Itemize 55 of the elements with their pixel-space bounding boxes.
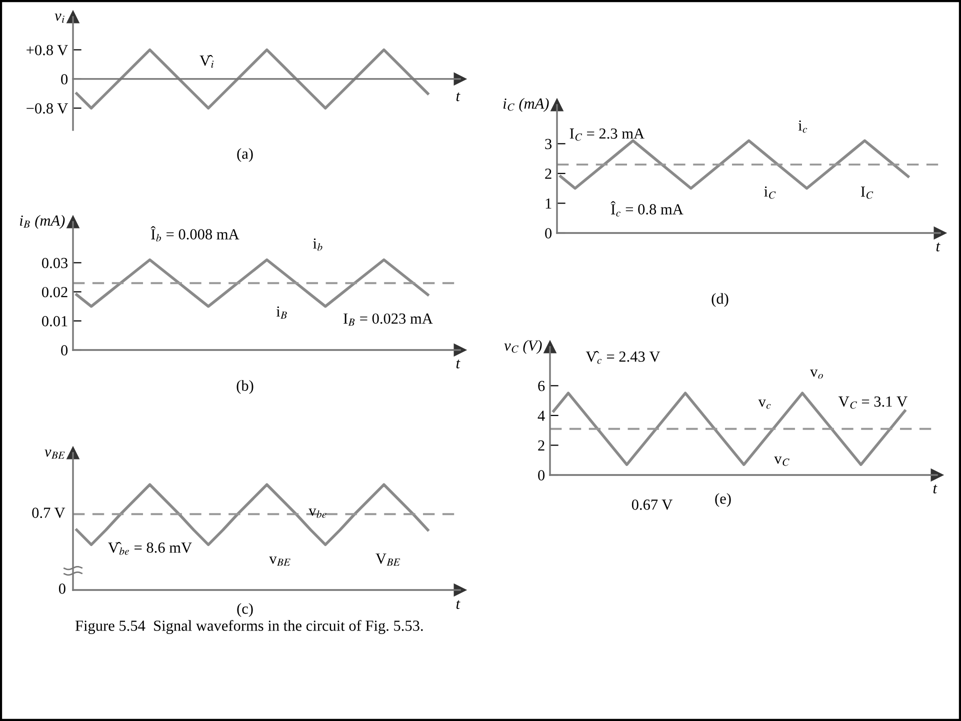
y-tick-label: 0.03: [42, 258, 68, 268]
y-tick-label: 0: [538, 470, 545, 480]
y-axis-title: v$_{C}$ (V): [504, 340, 542, 354]
y-tick-label: 2: [538, 440, 544, 451]
y-tick-label: 3: [545, 138, 552, 150]
annotation: V̂$_{c}$ = 2.43 V: [586, 350, 660, 364]
annotation: V$_{BE}$: [376, 554, 400, 566]
y-tick-label: 2: [545, 168, 552, 179]
x-axis-title: t: [456, 92, 460, 102]
annotation: Î$_{b}$ = 0.008 mA: [150, 226, 240, 242]
text: (b): [236, 380, 254, 394]
text: (a): [237, 148, 253, 162]
y-tick-label: 0: [61, 74, 68, 84]
annotation: i$_{b}$: [313, 238, 322, 251]
annotation: V̂$_{i}$: [200, 54, 214, 68]
annotation: v$_{C}$: [774, 456, 790, 466]
x-axis-title: t: [936, 242, 940, 252]
annotation: I$_{B}$ = 0.023 mA: [344, 313, 433, 326]
text: (c): [237, 603, 253, 617]
x-axis-title: t: [933, 484, 938, 494]
text: (e): [715, 493, 731, 507]
x-axis-title: t: [456, 360, 460, 368]
y-axis-title: v$_{BE}$: [44, 450, 65, 459]
y-tick-label: +0.8 V: [26, 44, 68, 56]
annotation: I$_{C}$ = 2.3 mA: [570, 128, 644, 141]
y-tick-label: 0: [545, 228, 552, 238]
ref-line-label: 0.7 V: [32, 508, 66, 518]
line-series: [75, 48, 430, 110]
annotation: i$_{C}$: [764, 186, 776, 199]
y-axis-title: i$_{B}$ (mA): [20, 214, 65, 229]
annotation: i$_{B}$: [276, 306, 287, 319]
y-tick-label: 4: [538, 410, 545, 421]
y-tick-label: −0.8 V: [26, 103, 68, 114]
annotation: V̂$_{be}$ = 8.6 mV: [108, 542, 192, 555]
annotation: I$_{C}$: [860, 186, 874, 199]
line-series: [552, 392, 906, 466]
x-axis-title: t: [456, 600, 460, 609]
y-tick-label: 1: [546, 198, 552, 209]
y-axis-title: i$_{C}$ (mA): [503, 98, 549, 112]
annotation: v$_{o}$: [810, 370, 823, 379]
y-axis-title: v$_{i}$: [54, 14, 64, 23]
y-tick-label: 0: [61, 345, 68, 356]
caption: Figure 5.54 Signal waveforms in the circuit of Fig. 5.53.: [75, 620, 423, 634]
y-tick-label: 0.01: [42, 316, 68, 326]
line-series: [75, 258, 430, 308]
annotation: Î$_{c}$ = 0.8 mA: [610, 201, 684, 216]
y-tick-label: 6: [538, 380, 545, 392]
annotation: i$_{c}$: [798, 120, 808, 133]
annotation: v$_{BE}$: [269, 556, 290, 566]
y-tick-label: 0.02: [42, 286, 68, 298]
annotation: v$_{c}$: [758, 400, 771, 409]
annotation: v$_{be}$: [308, 508, 326, 518]
annotation: V$_{C}$ = 3.1 V: [838, 396, 908, 409]
text: (d): [712, 293, 728, 307]
text: 0.67 V: [632, 500, 672, 510]
